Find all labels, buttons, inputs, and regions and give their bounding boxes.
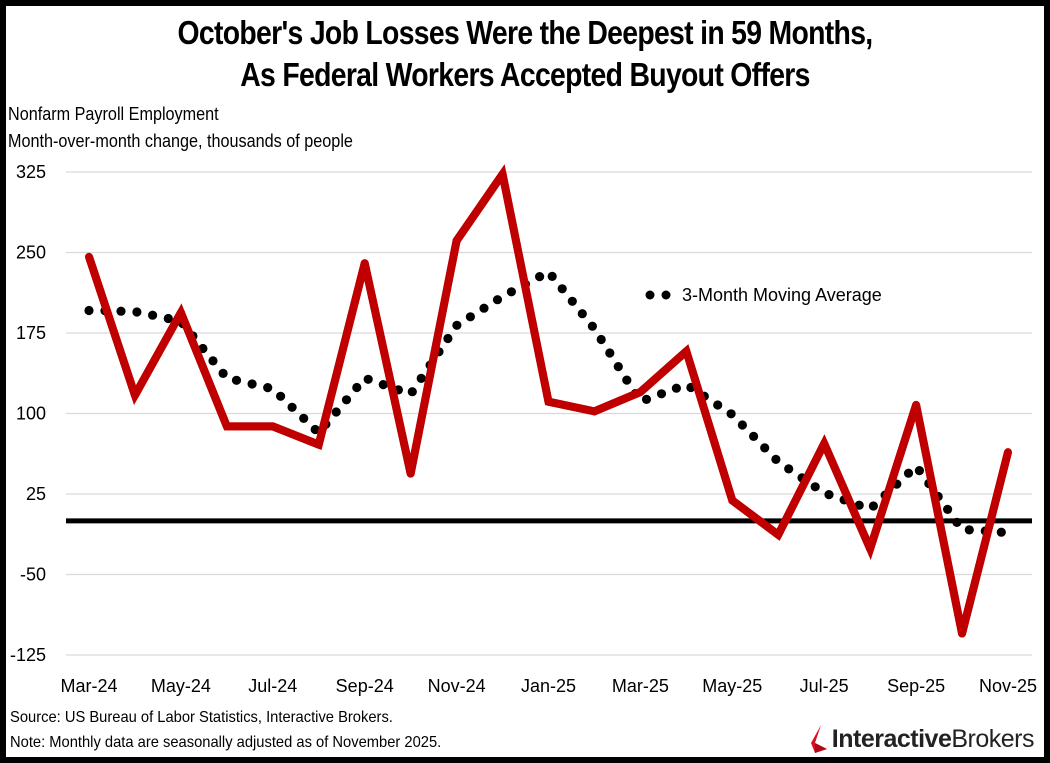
legend-label: 3-Month Moving Average bbox=[682, 285, 882, 305]
payroll-series-line bbox=[85, 164, 1012, 635]
x-tick-label: May-24 bbox=[151, 676, 211, 696]
moving-average-dot bbox=[299, 413, 309, 423]
moving-average-dot bbox=[784, 464, 794, 474]
y-tick-label: -125 bbox=[10, 645, 46, 665]
moving-average-dot bbox=[407, 387, 417, 397]
logo-text-regular: Brokers bbox=[951, 724, 1034, 753]
data-note: Note: Monthly data are seasonally adjust… bbox=[10, 734, 442, 751]
moving-average-dot bbox=[287, 402, 297, 412]
x-tick-label: May-25 bbox=[702, 676, 762, 696]
moving-average-dot bbox=[587, 321, 598, 331]
moving-average-dot bbox=[557, 284, 567, 294]
moving-average-dot bbox=[996, 527, 1006, 537]
logo-text-bold: Interactive bbox=[831, 724, 952, 753]
legend-marker-dot bbox=[645, 290, 655, 300]
legend: 3-Month Moving Average bbox=[645, 285, 882, 305]
moving-average-dot bbox=[465, 312, 475, 322]
moving-average-dot bbox=[363, 374, 373, 384]
moving-average-dot bbox=[824, 490, 834, 500]
moving-average-dot bbox=[479, 303, 489, 313]
chart-panel: October's Job Losses Were the Deepest in… bbox=[6, 6, 1044, 757]
moving-average-dot bbox=[452, 320, 462, 330]
moving-average-dot bbox=[263, 383, 273, 393]
moving-average-dot bbox=[771, 454, 781, 464]
moving-average-dot bbox=[84, 305, 94, 316]
moving-average-dot bbox=[914, 466, 925, 476]
chart-subtitle-series: Nonfarm Payroll Employment bbox=[8, 104, 219, 124]
moving-average-dot bbox=[378, 380, 388, 390]
moving-average-dot bbox=[132, 307, 142, 317]
moving-average-dot bbox=[547, 271, 557, 281]
moving-average-dot bbox=[964, 525, 974, 535]
moving-average-dot bbox=[276, 391, 286, 401]
y-tick-label: 175 bbox=[16, 323, 46, 343]
legend-marker-dot bbox=[661, 290, 671, 300]
moving-average-dot bbox=[713, 400, 723, 410]
y-tick-label: 100 bbox=[16, 404, 46, 424]
x-tick-label: Sep-25 bbox=[887, 676, 945, 696]
x-tick-label: Jul-25 bbox=[800, 676, 849, 696]
x-tick-label: Mar-24 bbox=[60, 676, 117, 696]
moving-average-dot bbox=[208, 356, 218, 366]
moving-average-dot bbox=[231, 375, 242, 385]
chart-title-line-1: October's Job Losses Were the Deepest in… bbox=[177, 14, 873, 51]
moving-average-dot bbox=[760, 443, 770, 453]
moving-average-dot bbox=[577, 309, 587, 319]
moving-average-dot bbox=[247, 379, 257, 389]
moving-average-dot bbox=[656, 389, 667, 399]
moving-average-dot bbox=[613, 362, 623, 372]
moving-average-dot bbox=[952, 517, 962, 528]
y-tick-label: -50 bbox=[20, 565, 46, 585]
moving-average-dot bbox=[352, 382, 362, 393]
y-tick-label: 250 bbox=[16, 243, 46, 263]
moving-average-dot bbox=[810, 482, 820, 492]
moving-average-dot bbox=[868, 501, 879, 511]
moving-average-dot bbox=[567, 296, 577, 306]
interactive-brokers-logo-icon bbox=[810, 725, 827, 753]
x-tick-label: Sep-24 bbox=[336, 676, 394, 696]
x-axis-tick-labels: Mar-24 May-24 Jul-24 Sep-24 Nov-24 Jan-25 Mar-… bbox=[60, 676, 1037, 696]
moving-average-dot bbox=[218, 368, 228, 378]
moving-average-dot bbox=[492, 295, 503, 305]
moving-average-dot bbox=[641, 394, 652, 404]
moving-average-dot bbox=[443, 333, 453, 344]
y-tick-label: 325 bbox=[16, 162, 46, 182]
x-tick-label: Jul-24 bbox=[248, 676, 297, 696]
moving-average-dot bbox=[416, 373, 426, 383]
moving-average-dot bbox=[116, 306, 126, 316]
x-tick-label: Nov-24 bbox=[428, 676, 486, 696]
moving-average-dot bbox=[148, 310, 158, 320]
moving-average-dot bbox=[622, 375, 632, 385]
gridlines bbox=[66, 171, 1032, 656]
x-tick-label: Nov-25 bbox=[979, 676, 1037, 696]
moving-average-dot bbox=[943, 504, 953, 514]
chart-title-line-2: As Federal Workers Accepted Buyout Offer… bbox=[240, 56, 810, 93]
source-note: Source: US Bureau of Labor Statistics, I… bbox=[10, 709, 393, 726]
moving-average-dot bbox=[535, 272, 545, 282]
interactive-brokers-logo: Interactive Brokers bbox=[807, 724, 1034, 754]
y-tick-label: 25 bbox=[26, 484, 46, 504]
moving-average-dot bbox=[605, 348, 615, 358]
chart-subtitle-units: Month-over-month change, thousands of pe… bbox=[8, 131, 353, 151]
moving-average-dot bbox=[310, 424, 320, 435]
x-tick-label: Mar-25 bbox=[612, 676, 669, 696]
moving-average-dot bbox=[341, 395, 352, 405]
moving-average-dot bbox=[737, 420, 748, 430]
moving-average-dot bbox=[163, 313, 173, 324]
moving-average-dot bbox=[331, 407, 341, 417]
x-tick-label: Jan-25 bbox=[521, 676, 576, 696]
moving-average-dot bbox=[596, 334, 606, 345]
payroll-series bbox=[85, 164, 1012, 638]
moving-average-dot bbox=[726, 409, 736, 419]
moving-average-dot bbox=[749, 431, 759, 441]
moving-average-dot bbox=[671, 383, 682, 393]
moving-average-dot bbox=[506, 287, 516, 297]
moving-average-dot bbox=[903, 468, 914, 478]
moving-average-dot bbox=[854, 500, 864, 510]
y-axis-tick-labels: 325 250 175 100 25 -50 -125 bbox=[10, 162, 46, 665]
